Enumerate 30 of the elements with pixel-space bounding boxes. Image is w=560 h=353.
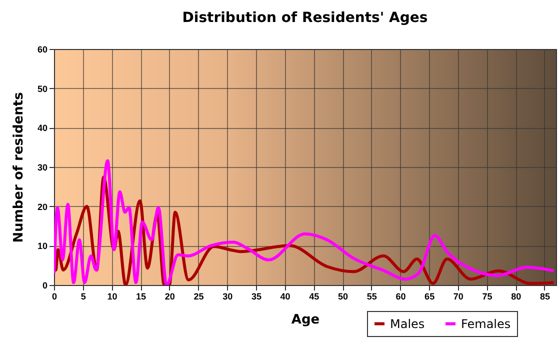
x-tick-label: 60	[396, 292, 406, 302]
y-tick-label: 50	[37, 84, 48, 94]
x-tick-label: 45	[309, 292, 320, 302]
x-tick-label: 35	[251, 292, 262, 302]
x-tick-label: 0	[52, 292, 58, 302]
chart-title: Distribution of Residents' Ages	[182, 10, 428, 26]
x-tick-label: 80	[511, 292, 522, 302]
y-tick-label: 20	[37, 202, 48, 212]
x-tick-label: 20	[164, 292, 175, 302]
x-tick-label: 65	[424, 292, 435, 302]
legend-label: Males	[390, 316, 425, 331]
y-tick-label: 10	[37, 241, 48, 252]
x-tick-label: 50	[338, 292, 348, 302]
x-tick-label: 30	[222, 292, 233, 302]
x-tick-label: 40	[280, 292, 290, 302]
x-tick-label: 10	[107, 292, 118, 302]
x-tick-label: 55	[366, 292, 377, 302]
x-tick-label: 70	[453, 292, 464, 302]
y-tick-label: 60	[37, 44, 48, 54]
x-tick-label: 85	[540, 292, 550, 302]
y-axis-title: Number of residents	[11, 92, 26, 243]
x-tick-label: 25	[194, 292, 204, 302]
x-axis-title: Age	[291, 312, 320, 328]
legend-label: Females	[461, 316, 511, 331]
x-tick-label: 75	[482, 292, 492, 302]
x-tick-label: 5	[80, 292, 86, 302]
y-tick-label: 0	[42, 280, 48, 290]
y-tick-label: 30	[37, 162, 48, 172]
y-tick-label: 40	[37, 123, 48, 134]
x-tick-label: 15	[136, 292, 146, 302]
